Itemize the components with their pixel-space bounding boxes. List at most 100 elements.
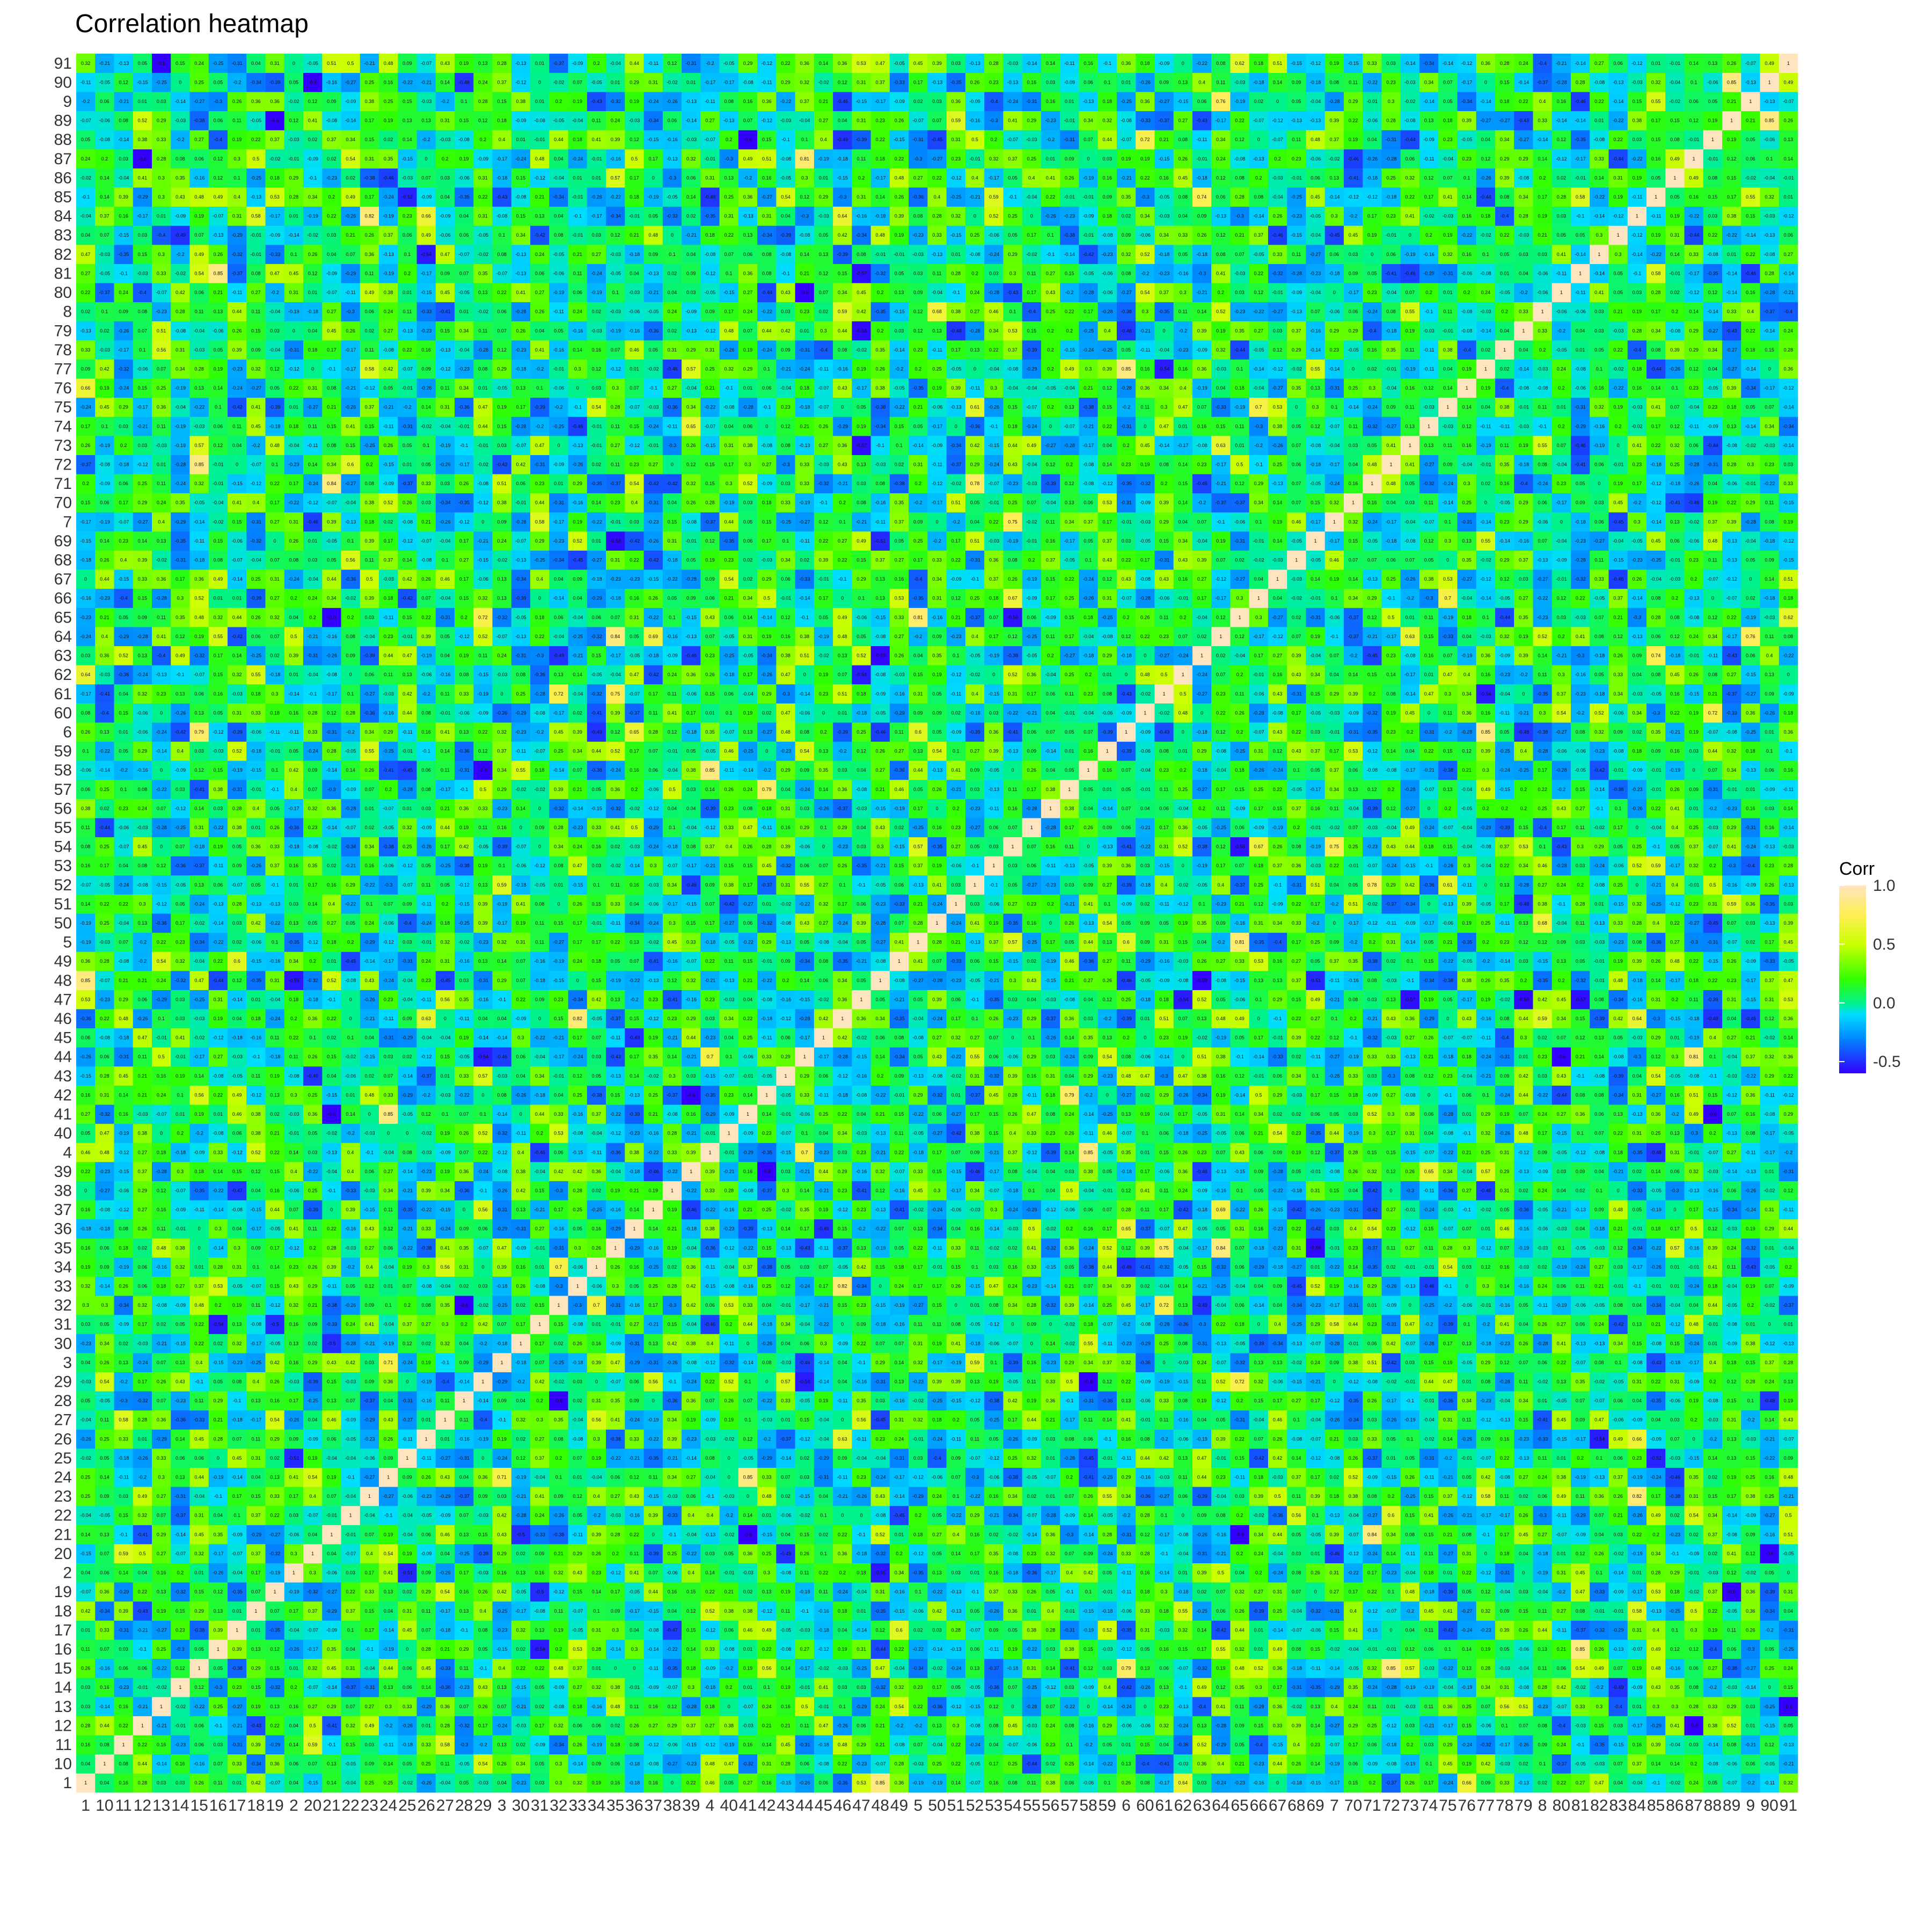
cell-value-label: 0.04 <box>138 1570 148 1576</box>
cell-value-label: -0.28 <box>345 1341 356 1346</box>
cell-value-label: 0.28 <box>327 749 336 754</box>
cell-value-label: -0.13 <box>251 194 262 200</box>
cell-value-label: -0.46 <box>534 1150 545 1155</box>
cell-value-label: 0.01 <box>384 1283 393 1289</box>
cell-value-label: 0.31 <box>402 1608 412 1614</box>
cell-value-label: -0.17 <box>515 1608 526 1614</box>
cell-value-label: -0.2 <box>422 1092 430 1097</box>
cell-value-label: -0.03 <box>194 347 205 353</box>
cell-value-label: 0.09 <box>346 653 355 658</box>
cell-value-label: 0.08 <box>346 634 355 639</box>
cell-value-label: -0.18 <box>80 1226 91 1232</box>
cell-value-label: 0.13 <box>384 1685 393 1690</box>
cell-value-label: 1 <box>292 1570 295 1576</box>
cell-value-label: -0.04 <box>364 634 375 639</box>
cell-value-label: 0 <box>387 1131 390 1136</box>
cell-value-label: 0.36 <box>384 1379 393 1385</box>
cell-value-label: 0.26 <box>157 1379 166 1385</box>
cell-value-label: -0.19 <box>591 1742 602 1747</box>
cell-value-label: 0.02 <box>573 1398 582 1403</box>
cell-value-label: 0.26 <box>459 1131 469 1136</box>
cell-value-label: -0.38 <box>421 1245 432 1250</box>
cell-value-label: 0.01 <box>535 99 545 104</box>
cell-value-label: 0.14 <box>214 385 223 391</box>
cell-value-label: 0.26 <box>346 328 355 333</box>
cell-value-label: 0.15 <box>365 423 375 429</box>
cell-value-label: 0.21 <box>573 252 582 257</box>
cell-value-label: 0.17 <box>459 1570 469 1576</box>
cell-value-label: 0.02 <box>365 825 375 830</box>
cell-value-label: -0.02 <box>553 1379 565 1385</box>
cell-value-label: 0.08 <box>497 1092 507 1097</box>
cell-value-label: 0.18 <box>573 137 582 142</box>
cell-value-label: 0.2 <box>555 99 562 104</box>
cell-value-label: -0.04 <box>572 691 583 697</box>
cell-value-label: -0.51 <box>288 1455 299 1461</box>
cell-value-label: -0.34 <box>553 558 565 563</box>
cell-value-label: 0.34 <box>175 366 185 371</box>
cell-value-label: -0.31 <box>231 61 243 66</box>
cell-value-label: 0.04 <box>232 1016 242 1021</box>
cell-value-label: 0.02 <box>554 1341 564 1346</box>
cell-value-label: 0.04 <box>459 214 469 219</box>
cell-value-label: -0.36 <box>288 825 299 830</box>
cell-value-label: -0.07 <box>326 290 338 295</box>
cell-value-label: 0.33 <box>270 1494 280 1499</box>
cell-value-label: -0.43 <box>251 1723 262 1728</box>
cell-value-label: 0.26 <box>592 1551 602 1556</box>
cell-value-label: 0.18 <box>289 997 299 1002</box>
cell-value-label: -0.09 <box>440 1150 451 1155</box>
cell-value-label: 0.15 <box>214 767 223 773</box>
cell-value-label: 0 <box>557 901 560 906</box>
cell-value-label: 0.01 <box>175 1111 185 1117</box>
cell-value-label: 0.31 <box>232 1264 242 1270</box>
cell-value-label: -0.06 <box>288 1188 299 1193</box>
cell-value-label: 0.03 <box>119 156 128 162</box>
cell-value-label: -0.01 <box>421 940 432 945</box>
cell-value-label: -0.04 <box>194 328 205 333</box>
cell-value-label: -0.08 <box>288 1073 299 1079</box>
cell-value-label: -0.35 <box>402 1207 413 1212</box>
cell-value-label: -0.08 <box>213 1131 224 1136</box>
cell-value-label: -0.05 <box>591 1016 602 1021</box>
cell-value-label: 0.23 <box>592 1570 602 1576</box>
cell-value-label: 0.39 <box>214 1627 223 1633</box>
cell-value-label: 0.1 <box>139 347 146 353</box>
cell-value-label: 0.1 <box>385 1302 392 1308</box>
cell-value-label: 0.11 <box>251 1073 260 1079</box>
cell-value-label: 0.33 <box>421 1226 431 1232</box>
cell-value-label: -0.23 <box>515 1780 526 1785</box>
cell-value-label: 0.22 <box>194 1322 204 1327</box>
cell-value-label: -0.1 <box>309 691 317 697</box>
cell-value-label: 0.14 <box>308 462 318 467</box>
cell-value-label: 0 <box>576 978 579 983</box>
cell-value-label: 0.23 <box>232 1685 242 1690</box>
cell-value-label: -0.1 <box>365 1150 374 1155</box>
cell-value-label: 0.33 <box>157 270 166 276</box>
cell-value-label: -0.19 <box>269 1570 281 1576</box>
cell-value-label: -0.12 <box>118 1207 129 1212</box>
cell-value-label: 0.44 <box>554 137 564 142</box>
cell-value-label: -0.07 <box>515 844 526 850</box>
cell-value-label: 0.26 <box>478 1704 488 1709</box>
cell-value-label: 0.16 <box>175 1761 185 1767</box>
cell-value-label: 0.19 <box>251 1704 261 1709</box>
cell-value-label: -0.5 <box>536 1589 544 1594</box>
cell-value-label: 0.32 <box>175 958 185 964</box>
cell-value-label: 0.43 <box>441 61 450 66</box>
cell-value-label: 0.38 <box>138 137 148 142</box>
cell-value-label: -0.12 <box>440 366 451 371</box>
cell-value-label: 0.11 <box>422 882 431 888</box>
cell-value-label: 0.52 <box>478 1131 488 1136</box>
cell-value-label: -0.02 <box>307 232 318 238</box>
cell-value-label: 0.19 <box>232 137 242 142</box>
cell-value-label: 0.13 <box>214 1608 223 1614</box>
cell-value-label: -0.36 <box>345 576 356 582</box>
cell-value-label: -0.17 <box>496 156 508 162</box>
cell-value-label: 0.17 <box>384 538 393 544</box>
cell-value-label: 0.39 <box>478 901 488 906</box>
cell-value-label: 0.2 <box>309 614 316 620</box>
cell-value-label: -0.22 <box>402 79 413 85</box>
cell-value-label: 0.05 <box>119 749 128 754</box>
cell-value-label: 0.11 <box>157 423 166 429</box>
